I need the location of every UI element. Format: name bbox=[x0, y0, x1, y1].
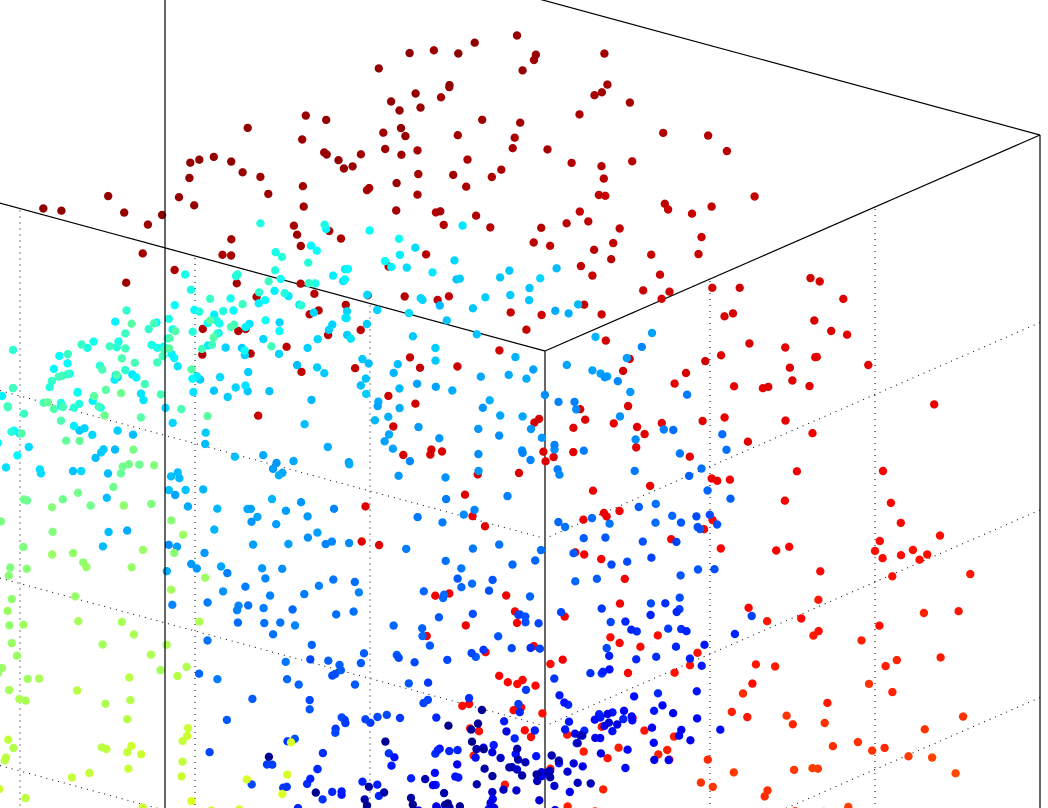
chart-canvas: -15-10-50510150102030-10-5051015 bbox=[0, 0, 1048, 808]
scatter-points bbox=[0, 31, 975, 808]
swiss-roll-3d-scatter: -15-10-50510150102030-10-5051015 bbox=[0, 0, 1048, 808]
